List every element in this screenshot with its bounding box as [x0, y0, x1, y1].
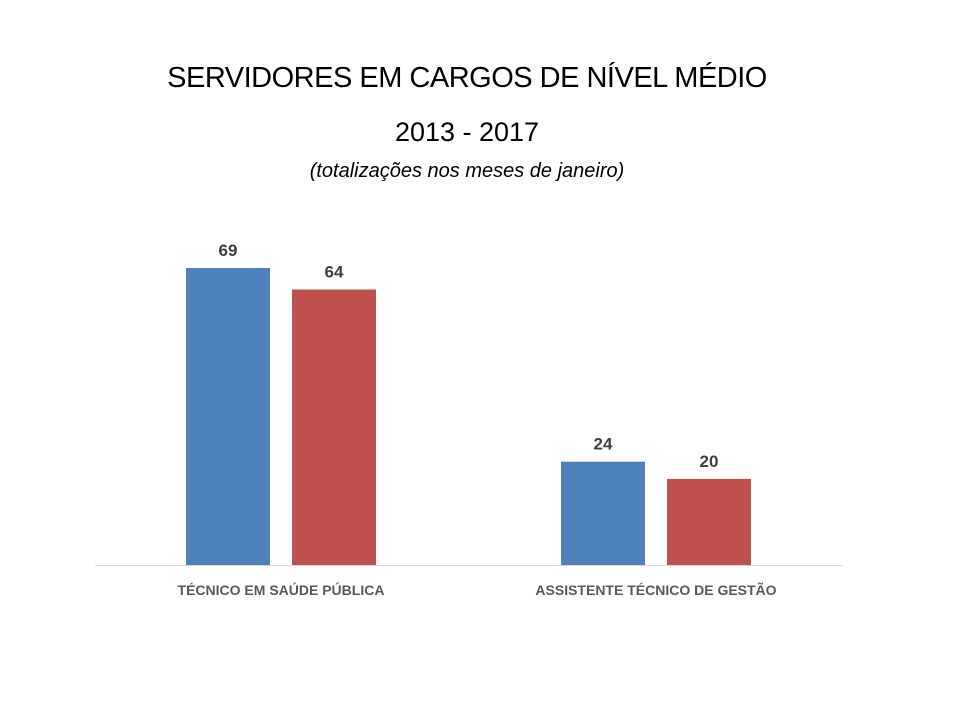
- chart-subtitle: 2013 - 2017: [394, 117, 540, 147]
- bar-1-series-2: [292, 289, 376, 565]
- bar-2-series-1: [561, 461, 645, 565]
- bar-1-series-1: [186, 268, 270, 565]
- data-label-1-series-1: 69: [219, 241, 238, 260]
- category-label-2: ASSISTENTE TÉCNICO DE GESTÃO: [535, 581, 776, 598]
- data-label-2-series-1: 24: [594, 435, 613, 454]
- bar-2-series-2: [667, 478, 751, 565]
- chart-title: SERVIDORES EM CARGOS DE NÍVEL MÉDIO: [167, 62, 767, 94]
- chart-note: (totalizações nos meses de janeiro): [309, 160, 625, 182]
- data-label-2-series-2: 20: [700, 452, 719, 471]
- category-label-1: TÉCNICO EM SAÚDE PÚBLICA: [178, 581, 385, 598]
- data-label-1-series-2: 64: [325, 263, 344, 282]
